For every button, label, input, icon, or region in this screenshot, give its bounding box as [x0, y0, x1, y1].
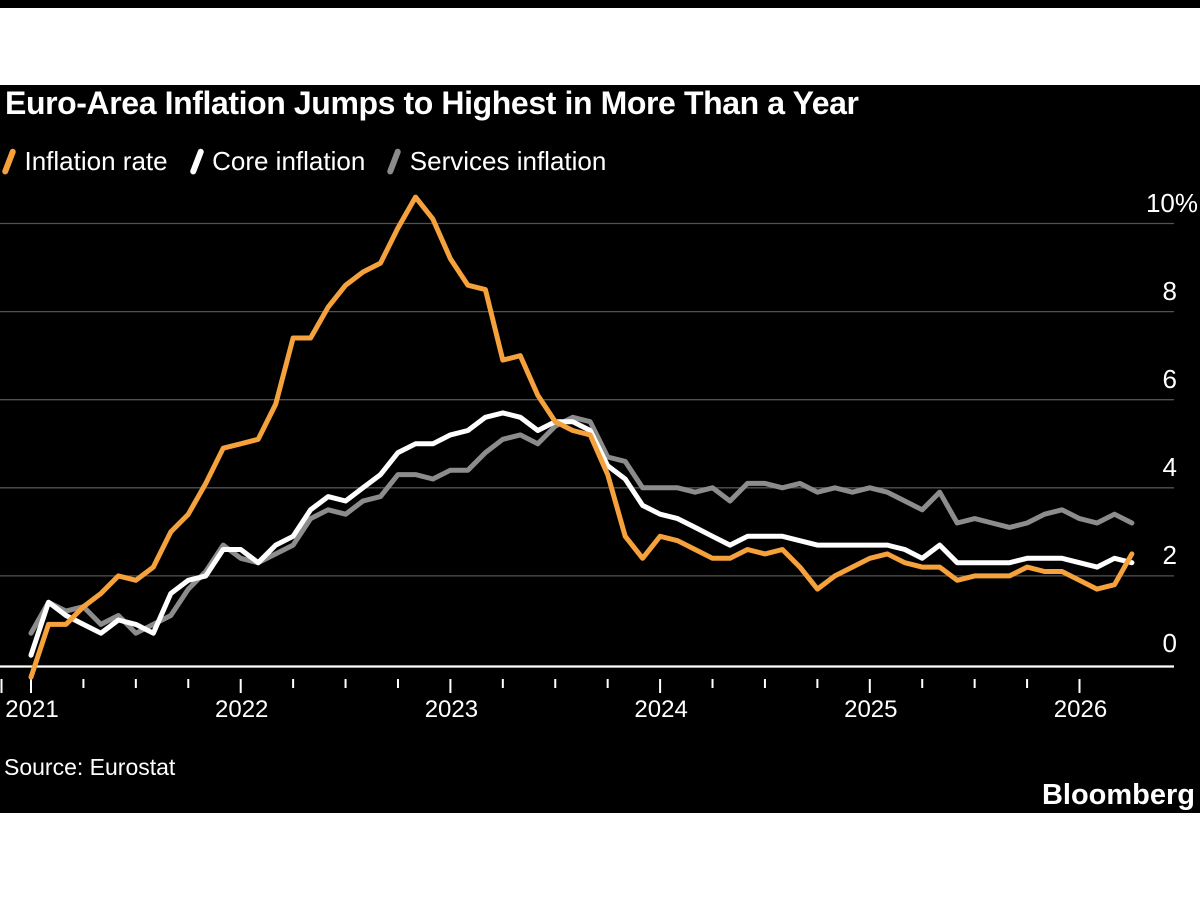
x-axis-label: 2025: [844, 696, 898, 723]
source-text: Source: Eurostat: [4, 754, 176, 780]
legend-item-inflation-rate: Inflation rate: [1, 146, 168, 176]
x-axis-label: 2024: [634, 696, 688, 723]
x-axis-label: 2023: [424, 696, 479, 723]
y-axis-label: 0: [1162, 628, 1177, 658]
bloomberg-logo: Bloomberg: [1041, 779, 1195, 811]
chart-legend: Inflation rate Core inflation Services i…: [1, 145, 632, 177]
y-axis-label: 4: [1162, 451, 1177, 482]
page-title: Euro-Area Inflation Jumps to Highest in …: [5, 85, 859, 121]
legend-label: Services inflation: [409, 146, 607, 176]
series-line-inflation-rate: [28, 194, 1135, 680]
y-axis-label: 8: [1162, 275, 1177, 306]
x-axis-label: 2021: [5, 696, 59, 723]
top-border-strip: [0, 0, 1200, 8]
y-axis-label: 2: [1162, 539, 1177, 570]
x-axis-label: 2026: [1053, 696, 1108, 723]
x-axis-label: 2022: [214, 696, 269, 723]
legend-item-services-inflation: Services inflation: [386, 146, 607, 176]
y-axis-label: 10%: [1145, 187, 1198, 218]
series-line-core-inflation: [28, 410, 1135, 658]
series-line-services-inflation: [28, 414, 1135, 636]
y-axis-label: 6: [1162, 363, 1177, 394]
legend-item-core-inflation: Core inflation: [188, 146, 366, 176]
legend-label: Inflation rate: [24, 146, 168, 176]
legend-label: Core inflation: [212, 146, 366, 176]
